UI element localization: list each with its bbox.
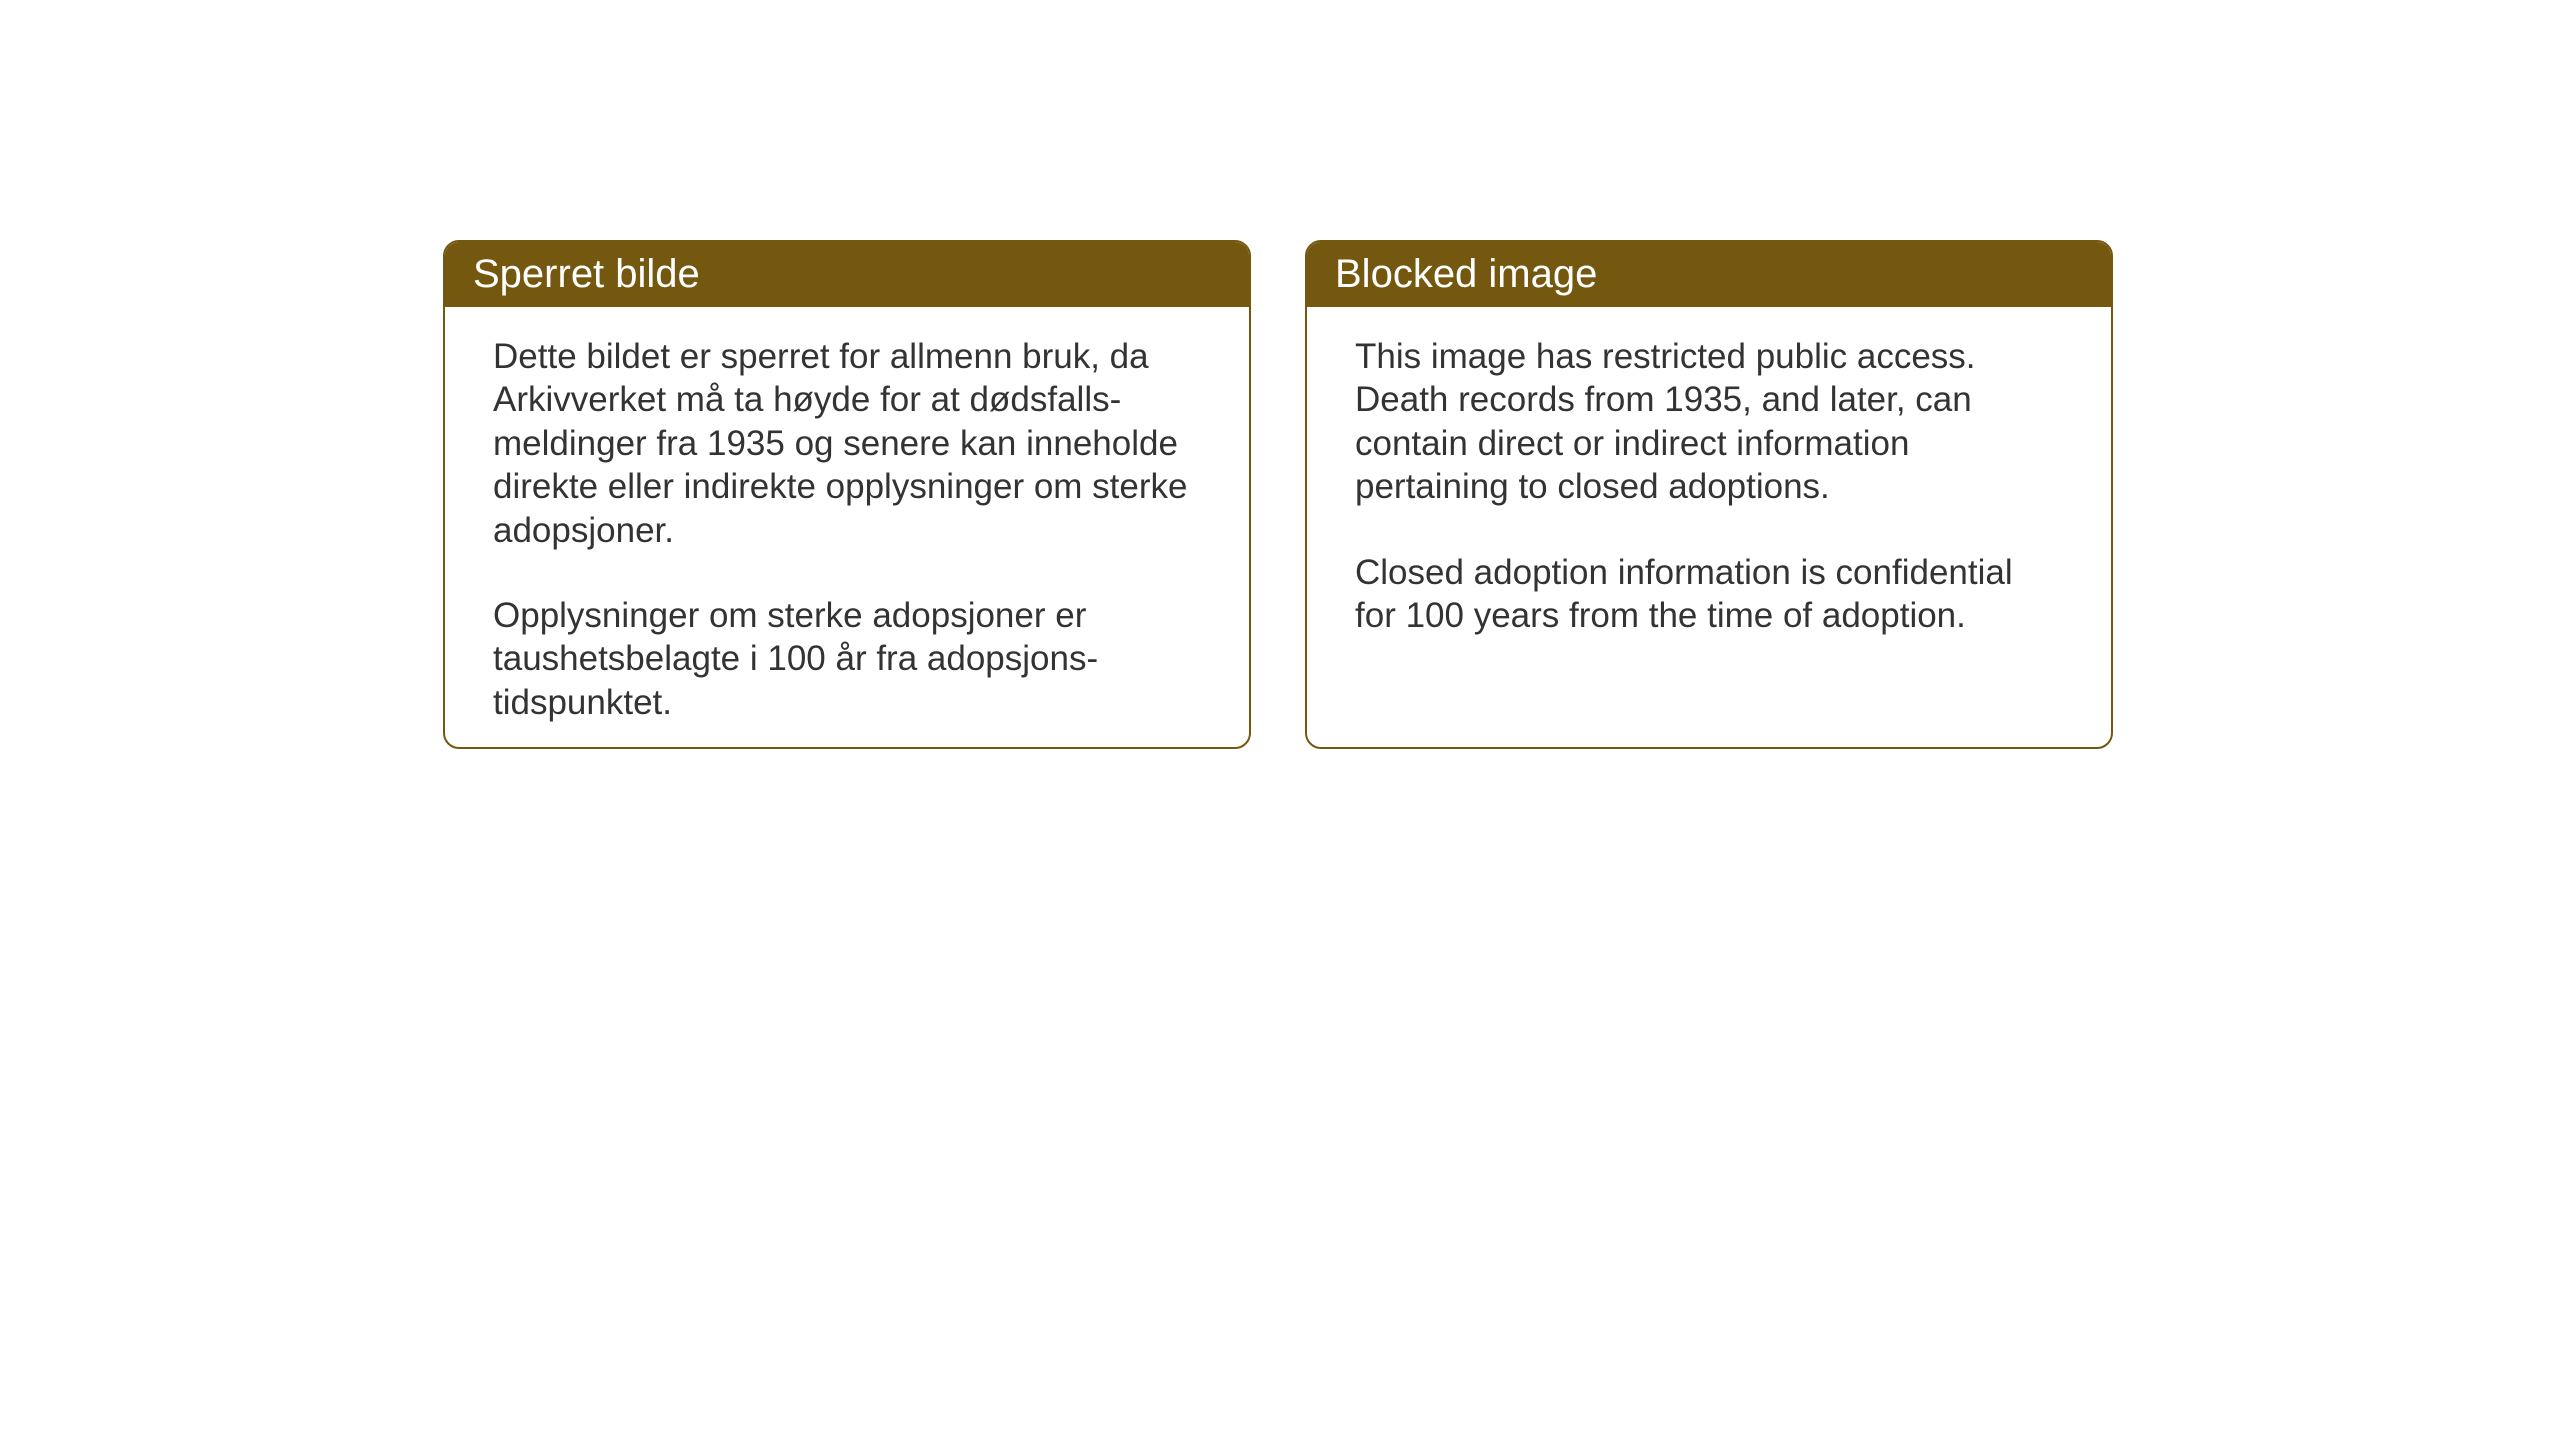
english-paragraph-2: Closed adoption information is confident…: [1355, 551, 2063, 638]
card-body-english: This image has restricted public access.…: [1307, 307, 2111, 673]
card-header-english: Blocked image: [1307, 242, 2111, 307]
notice-card-english: Blocked image This image has restricted …: [1305, 240, 2113, 749]
card-title-english: Blocked image: [1335, 252, 1597, 296]
card-title-norwegian: Sperret bilde: [473, 252, 700, 296]
norwegian-paragraph-1: Dette bildet er sperret for allmenn bruk…: [493, 335, 1201, 552]
card-body-norwegian: Dette bildet er sperret for allmenn bruk…: [445, 307, 1249, 749]
english-paragraph-1: This image has restricted public access.…: [1355, 335, 2063, 509]
card-header-norwegian: Sperret bilde: [445, 242, 1249, 307]
notice-container: Sperret bilde Dette bildet er sperret fo…: [443, 240, 2113, 749]
notice-card-norwegian: Sperret bilde Dette bildet er sperret fo…: [443, 240, 1251, 749]
norwegian-paragraph-2: Opplysninger om sterke adopsjoner er tau…: [493, 594, 1201, 724]
